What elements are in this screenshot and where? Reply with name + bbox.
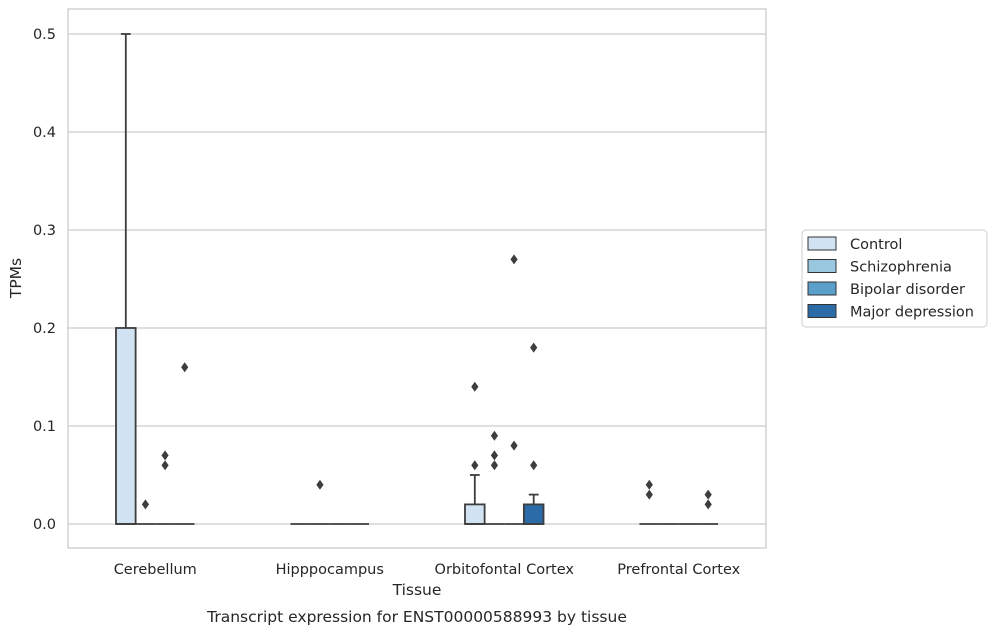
y-axis-label: TPMs bbox=[7, 258, 25, 299]
legend-label: Bipolar disorder bbox=[850, 282, 965, 298]
x-tick-label: Hipppocampus bbox=[276, 562, 384, 578]
outlier-point bbox=[471, 460, 479, 471]
outlier-points bbox=[141, 254, 712, 510]
legend-swatch bbox=[807, 259, 837, 273]
legend-swatch bbox=[807, 281, 837, 296]
legend-swatch bbox=[807, 304, 837, 318]
y-tick-label: 0.1 bbox=[33, 419, 56, 435]
plot-background bbox=[68, 9, 766, 548]
box bbox=[522, 503, 545, 525]
x-axis-label: Tissue bbox=[392, 581, 442, 599]
box-group bbox=[464, 474, 486, 525]
x-tick-label: Prefrontal Cortex bbox=[617, 562, 740, 578]
outlier-point bbox=[161, 450, 169, 461]
legend-label: Major depression bbox=[850, 305, 974, 321]
legend-entries: Control Schizophrenia Bipolar disorder Majo… bbox=[807, 236, 974, 321]
outlier-point bbox=[490, 460, 499, 471]
outlier-point bbox=[181, 362, 189, 373]
outlier-point bbox=[530, 460, 538, 471]
box bbox=[464, 503, 486, 525]
outlier-point bbox=[704, 489, 712, 500]
outlier-point bbox=[141, 499, 150, 510]
outlier-point bbox=[490, 450, 499, 461]
y-tick-label: 0.4 bbox=[33, 125, 56, 141]
legend-label: Control bbox=[850, 237, 902, 253]
legend-swatch bbox=[807, 236, 837, 251]
outlier-point bbox=[510, 440, 518, 451]
outlier-point bbox=[510, 254, 518, 265]
outlier-point bbox=[471, 381, 479, 392]
box-group bbox=[522, 493, 545, 525]
outlier-point bbox=[645, 489, 653, 500]
box-plot-groups bbox=[115, 33, 719, 525]
outlier-point bbox=[490, 430, 499, 441]
x-tick-label: Cerebellum bbox=[114, 562, 197, 578]
chart-caption: Transcript expression for ENST0000058899… bbox=[206, 608, 627, 626]
outlier-point bbox=[161, 460, 169, 471]
x-tick-labels: Cerebellum Hipppocampus Orbitofontal Corte… bbox=[114, 562, 741, 578]
outlier-point bbox=[645, 479, 653, 490]
y-tick-label: 0.2 bbox=[33, 321, 56, 337]
box bbox=[115, 327, 137, 525]
x-tick-label: Orbitofontal Cortex bbox=[435, 562, 575, 578]
y-tick-labels: 0.0 0.1 0.2 0.3 0.4 0.5 bbox=[33, 27, 56, 533]
plot-frame bbox=[67, 8, 767, 549]
outlier-point bbox=[704, 499, 712, 510]
outlier-point bbox=[316, 479, 324, 490]
y-tick-label: 0.5 bbox=[33, 27, 56, 43]
box-group bbox=[115, 33, 137, 525]
y-tick-label: 0.0 bbox=[33, 517, 56, 533]
outlier-point bbox=[530, 342, 538, 353]
legend-frame bbox=[801, 229, 988, 328]
y-tick-label: 0.3 bbox=[33, 223, 56, 239]
legend-label: Schizophrenia bbox=[850, 260, 952, 276]
legend: Control Schizophrenia Bipolar disorder Majo… bbox=[801, 229, 988, 328]
